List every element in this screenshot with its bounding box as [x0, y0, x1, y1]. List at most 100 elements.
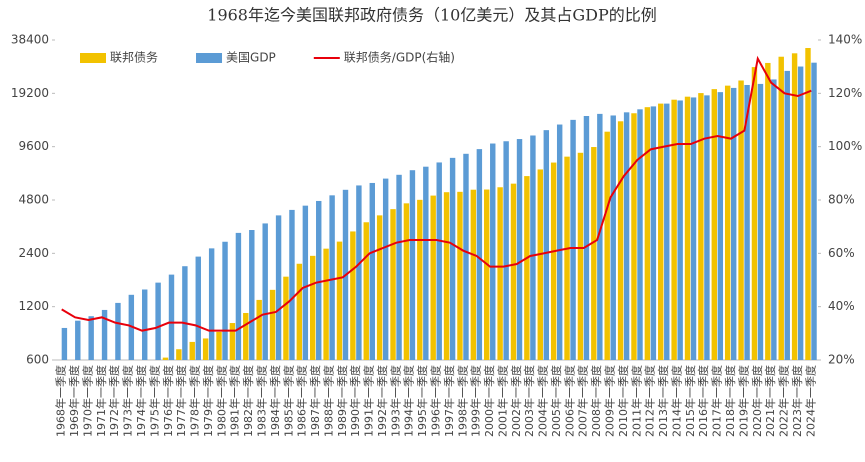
bar: [503, 141, 509, 360]
bar: [436, 162, 442, 360]
bar: [484, 189, 490, 360]
legend-swatch: [196, 53, 223, 63]
bar: [537, 169, 543, 360]
bar: [811, 62, 817, 360]
x-tick-label: 1988年一季度: [321, 365, 335, 437]
bar: [577, 152, 584, 360]
x-tick-label: 2016年一季度: [696, 365, 710, 437]
y-tick-label: 2400: [18, 246, 49, 260]
bar: [189, 341, 195, 360]
bar: [162, 357, 169, 360]
bar: [449, 157, 456, 360]
x-tick-label: 1969年一季度: [67, 365, 81, 437]
bar: [329, 195, 335, 360]
bar: [195, 256, 201, 360]
y2-tick-label: 40%: [828, 299, 855, 313]
x-tick-label: 1990年一季度: [348, 365, 362, 437]
bar: [350, 231, 356, 360]
bar: [430, 195, 436, 360]
bar: [75, 320, 81, 360]
y2-tick-label: 120%: [828, 86, 862, 100]
bar: [751, 67, 758, 360]
bar: [617, 121, 624, 360]
bar: [168, 274, 175, 360]
bar: [216, 331, 222, 360]
bar: [738, 80, 744, 360]
bar: [323, 248, 329, 360]
bar: [564, 156, 570, 360]
y-tick-label: 9600: [18, 139, 49, 153]
x-tick-label: 1981年一季度: [228, 365, 242, 437]
y2-tick-label: 100%: [828, 139, 862, 153]
bar: [724, 85, 731, 360]
x-tick-label: 1997年一季度: [442, 365, 456, 437]
bar: [784, 70, 790, 360]
x-tick-label: 2024年一季度: [803, 365, 817, 437]
x-tick-label: 1973年一季度: [121, 365, 135, 437]
bar: [463, 153, 469, 360]
bar: [690, 97, 697, 360]
x-tick-label: 1974年一季度: [134, 365, 148, 437]
bar: [744, 84, 750, 360]
bar: [256, 299, 262, 360]
bar: [490, 143, 496, 360]
x-tick-label: 2007年一季度: [576, 365, 590, 437]
bar: [664, 103, 670, 360]
x-tick-label: 2003年一季度: [522, 365, 536, 437]
legend-swatch: [80, 53, 106, 63]
bar: [457, 191, 463, 360]
x-tick-label: 2023年一季度: [790, 365, 804, 437]
x-tick-label: 1994年一季度: [402, 365, 416, 437]
bar: [202, 338, 209, 360]
y2-tick-label: 60%: [828, 246, 855, 260]
x-tick-label: 1985年一季度: [281, 365, 295, 437]
bar: [671, 99, 677, 360]
x-tick-label: 1991年一季度: [362, 365, 376, 437]
bar: [316, 200, 322, 360]
x-tick-label: 2001年一季度: [495, 365, 509, 437]
bar: [310, 255, 316, 360]
bar: [182, 266, 188, 360]
bar: [229, 323, 236, 360]
bar: [249, 230, 255, 360]
y-tick-label: 4800: [18, 193, 49, 207]
bar: [610, 115, 616, 360]
x-tick-label: 2002年一季度: [509, 365, 523, 437]
bar: [61, 327, 68, 360]
bar: [336, 241, 343, 360]
bar: [797, 66, 804, 360]
bar: [289, 209, 295, 360]
chart-title: 1968年迄今美国联邦政府债务（10亿美元）及其占GDP的比例: [207, 6, 656, 25]
x-tick-label: 1977年一季度: [174, 365, 188, 437]
x-tick-label: 1987年一季度: [308, 365, 322, 437]
y2-tick-label: 80%: [828, 193, 855, 207]
bar: [417, 199, 423, 360]
bar: [470, 189, 477, 360]
bar: [296, 263, 303, 360]
bar: [497, 187, 503, 360]
bar: [623, 112, 630, 360]
plot-area: [61, 48, 817, 360]
bar: [778, 56, 784, 360]
bar: [243, 313, 249, 360]
y-tick-label: 600: [26, 353, 49, 367]
x-tick-label: 2012年一季度: [643, 365, 657, 437]
bar: [269, 289, 276, 360]
bar: [115, 302, 121, 360]
bar: [604, 131, 610, 360]
bar: [155, 282, 161, 360]
x-tick-label: 2021年一季度: [763, 365, 777, 437]
x-tick-label: 1968年一季度: [54, 365, 68, 437]
x-tick-label: 2019年一季度: [736, 365, 750, 437]
x-tick-label: 1996年一季度: [429, 365, 443, 437]
bar: [510, 183, 517, 360]
x-tick-label: 1971年一季度: [94, 365, 108, 437]
bar: [805, 48, 811, 360]
bar: [583, 116, 590, 360]
legend-label: 联邦债务: [110, 50, 158, 65]
x-tick-label: 1986年一季度: [295, 365, 309, 437]
line-series: [61, 55, 812, 332]
x-tick-label: 2004年一季度: [536, 365, 550, 437]
bar: [262, 223, 268, 360]
